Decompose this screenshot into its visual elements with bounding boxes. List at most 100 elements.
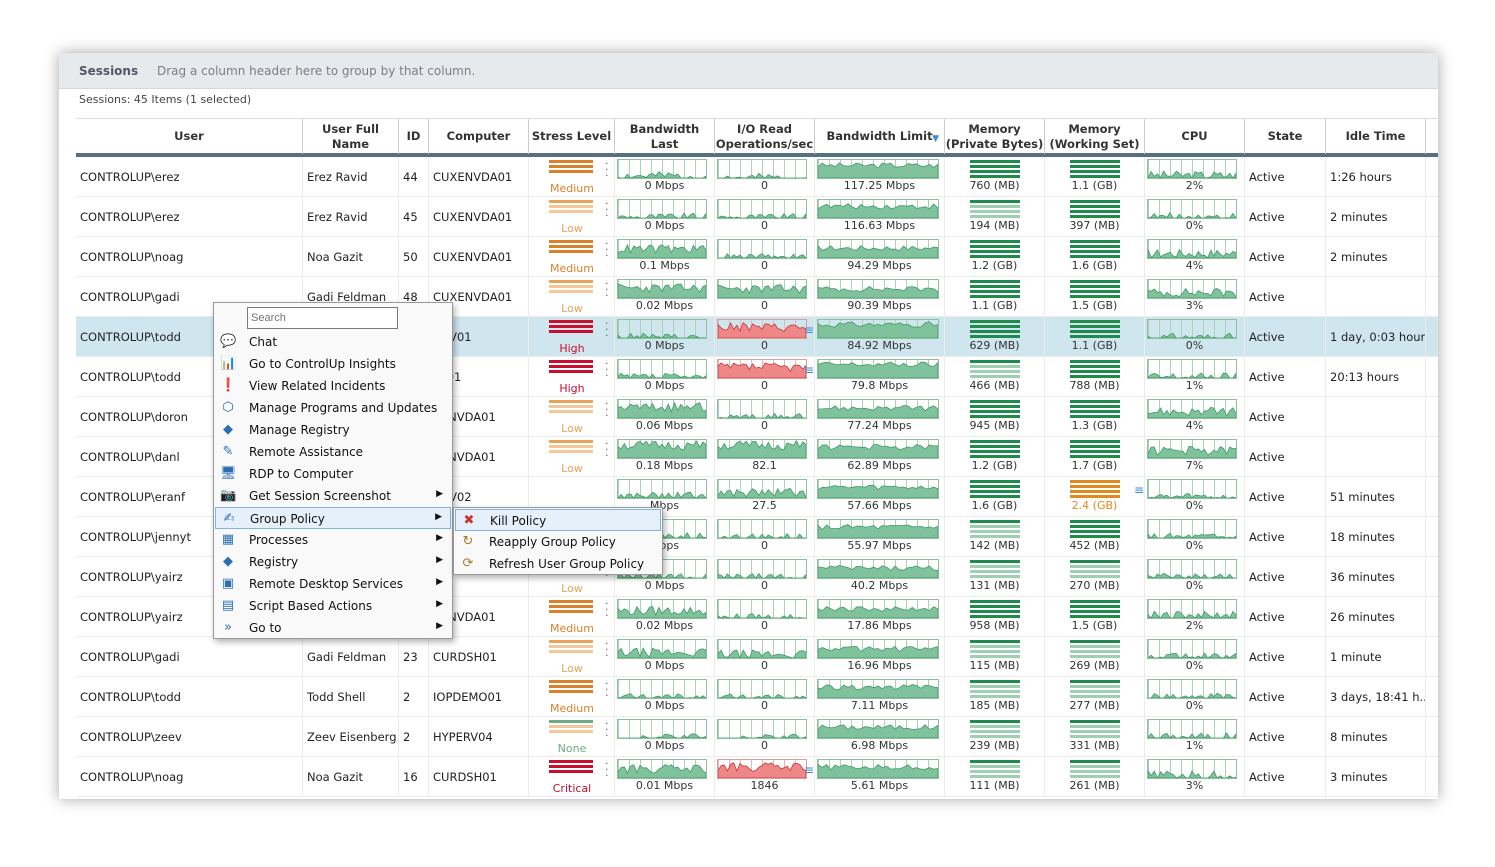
column-menu-icon[interactable]: ··· — [605, 197, 609, 222]
column-header-cpu[interactable]: CPU — [1145, 119, 1245, 154]
column-menu-icon[interactable]: ··· — [605, 157, 609, 182]
cell-text: 2 minutes — [1330, 210, 1388, 224]
menu-item-manage-programs-and-updates[interactable]: ⬡ Manage Programs and Updates — [215, 397, 451, 419]
column-menu-icon[interactable]: ··· — [605, 317, 609, 342]
menu-search-input[interactable] — [247, 307, 398, 329]
rdp-icon: 🖥 — [220, 466, 237, 481]
cell-bw: 0 Mbps — [615, 317, 715, 357]
menu-item-go-to-controlup-insights[interactable]: 📊 Go to ControlUp Insights — [215, 353, 451, 375]
cell-text: 50 — [403, 250, 418, 264]
cell-text: HYPERV04 — [433, 730, 493, 744]
cell-bw: 0.1 Mbps — [615, 237, 715, 277]
metric-value: 5.61 Mbps — [850, 779, 909, 792]
column-header-label: Idle Time — [1345, 129, 1406, 143]
column-header-memw[interactable]: Memory (Working Set) — [1045, 119, 1145, 154]
cell-memp: 115 (MB) — [945, 637, 1045, 677]
cell-text: CONTROLUP\zeev — [80, 730, 182, 744]
cell-cpu: 3% — [1145, 277, 1245, 317]
column-menu-icon[interactable]: ··· — [605, 237, 609, 262]
table-row[interactable]: CONTROLUP\todd Todd Shell 2 IOPDEMO01 · · · Med… — [76, 677, 1438, 717]
table-row[interactable]: CONTROLUP\gadi Gadi Feldman 48 CUXENVDA01 · ·… — [76, 277, 1438, 317]
sort-desc-icon[interactable]: ▼ — [932, 134, 939, 144]
menu-item-get-session-screenshot[interactable]: 📷 Get Session Screenshot ▶ — [215, 485, 451, 507]
table-row[interactable]: CONTROLUP\erez Erez Ravid 45 CUXENVDA01 · · · L… — [76, 197, 1438, 237]
submenu-item-refresh-user-group-policy[interactable]: ⟳ Refresh User Group Policy — [455, 553, 661, 575]
metric-value: 117.25 Mbps — [843, 179, 916, 192]
grid-header: User User Full Name ID Computer Stress Level… — [76, 118, 1438, 157]
cell-text: CURDSH01 — [433, 770, 497, 784]
table-row[interactable]: CONTROLUP\noag Noa Gazit 50 CUXENVDA01 · · · Me… — [76, 237, 1438, 277]
table-row[interactable]: CONTROLUP\eranfDEV02Mbps27.557.66 Mbps1.… — [76, 477, 1438, 517]
column-header-memp[interactable]: Memory (Private Bytes) — [945, 119, 1045, 154]
metric-value: 0 Mbps — [644, 219, 685, 232]
detail-menu-icon[interactable]: ≡ — [804, 763, 815, 777]
menu-item-go-to[interactable]: » Go to ▶ — [215, 617, 451, 639]
menu-item-manage-registry[interactable]: ◆ Manage Registry — [215, 419, 451, 441]
cell-memw: 1.7 (GB) — [1045, 437, 1145, 477]
table-row[interactable]: CONTROLUP\erez Erez Ravid 44 CUXENVDA01 · · · M… — [76, 157, 1438, 197]
menu-item-view-related-incidents[interactable]: ❗ View Related Incidents — [215, 375, 451, 397]
menu-item-chat[interactable]: 💬 Chat — [215, 331, 451, 353]
column-header-io[interactable]: I/O Read Operations/sec — [715, 119, 815, 154]
column-menu-icon[interactable]: ··· — [605, 277, 609, 302]
column-header-id[interactable]: ID — [399, 119, 429, 154]
column-menu-icon[interactable]: ··· — [605, 597, 609, 622]
cell-cpu: 2% — [1145, 157, 1245, 197]
column-header-state[interactable]: State — [1245, 119, 1326, 154]
menu-item-script-based-actions[interactable]: ▤ Script Based Actions ▶ — [215, 595, 451, 617]
column-menu-icon[interactable]: ··· — [605, 397, 609, 422]
metric-value: 6.98 Mbps — [850, 739, 909, 752]
table-row[interactable]: CONTROLUP\doron XENVDA01 · · · Low 0.06 Mbps 0 7… — [76, 397, 1438, 437]
column-menu-icon[interactable]: ··· — [605, 717, 609, 742]
cell-text: CONTROLUP\noag — [80, 770, 184, 784]
column-menu-icon[interactable]: ··· — [605, 437, 609, 462]
cell-bw: 0.06 Mbps — [615, 397, 715, 437]
table-row[interactable]: CONTROLUP\zeev Zeev Eisenberg 2 HYPERV04 · · ·… — [76, 717, 1438, 757]
menu-item-rdp-to-computer[interactable]: 🖥 RDP to Computer — [215, 463, 451, 485]
memory-bars — [970, 680, 1020, 700]
cell-io: 0 — [715, 517, 815, 557]
column-header-bw[interactable]: Bandwidth Last — [615, 119, 715, 154]
column-menu-icon[interactable]: ··· — [605, 357, 609, 382]
table-row[interactable]: CONTROLUP\noag Noa Gazit 16 CURDSH01 · · · Crit… — [76, 757, 1438, 797]
detail-menu-icon[interactable]: ≡ — [1134, 483, 1145, 497]
bwl-sparkline — [817, 319, 939, 339]
menu-item-remote-desktop-services[interactable]: ▣ Remote Desktop Services ▶ — [215, 573, 451, 595]
metric-value: 3% — [1185, 299, 1204, 312]
cpu-sparkline — [1147, 679, 1237, 699]
group-by-bar[interactable]: Sessions Drag a column header here to gr… — [59, 53, 1438, 89]
column-header-idle[interactable]: Idle Time — [1326, 119, 1426, 154]
menu-item-group-policy[interactable]: ✍ Group Policy ▶ — [215, 507, 451, 529]
cell-text: 2 — [403, 730, 411, 744]
submenu-item-reapply-group-policy[interactable]: ↻ Reapply Group Policy — [455, 531, 661, 553]
column-header-user[interactable]: User — [76, 119, 303, 154]
metric-value: 27.5 — [752, 499, 777, 512]
cell-comp: IOPDEMO01 — [429, 677, 529, 717]
cell-state: Active — [1245, 717, 1326, 757]
cell-user: CONTROLUP\gadi — [76, 277, 303, 317]
detail-menu-icon[interactable]: ≡ — [804, 323, 815, 337]
cell-idle: 3 days, 18:41 h... — [1326, 677, 1426, 717]
column-header-full[interactable]: User Full Name — [303, 119, 399, 154]
memory-value: 1.5 (GB) — [1071, 299, 1118, 312]
menu-item-processes[interactable]: ▦ Processes ▶ — [215, 529, 451, 551]
memory-bars — [1070, 280, 1120, 300]
column-menu-icon[interactable]: ··· — [605, 757, 609, 782]
metric-value: 0 Mbps — [644, 739, 685, 752]
column-menu-icon[interactable]: ··· — [605, 637, 609, 662]
column-menu-icon[interactable]: ··· — [605, 677, 609, 702]
detail-menu-icon[interactable]: ≡ — [804, 363, 815, 377]
memory-value: 261 (MB) — [1069, 779, 1120, 792]
table-row[interactable]: CONTROLUP\gadi Gadi Feldman 23 CURDSH01 · · · L… — [76, 637, 1438, 677]
submenu-item-kill-policy[interactable]: ✖ Kill Policy — [455, 509, 661, 531]
column-header-bwl[interactable]: Bandwidth Limit ▼ — [815, 119, 945, 154]
menu-item-label: RDP to Computer — [249, 467, 354, 481]
menu-item-remote-assistance[interactable]: ✎ Remote Assistance — [215, 441, 451, 463]
io-sparkline — [717, 599, 807, 619]
column-header-comp[interactable]: Computer — [429, 119, 529, 154]
column-header-stress[interactable]: Stress Level — [529, 119, 615, 154]
table-row[interactable]: CONTROLUP\danl XENVDA01 · · · Low 0.18 Mbps 82.… — [76, 437, 1438, 477]
menu-item-registry[interactable]: ◆ Registry ▶ — [215, 551, 451, 573]
cell-cpu: 7% — [1145, 437, 1245, 477]
